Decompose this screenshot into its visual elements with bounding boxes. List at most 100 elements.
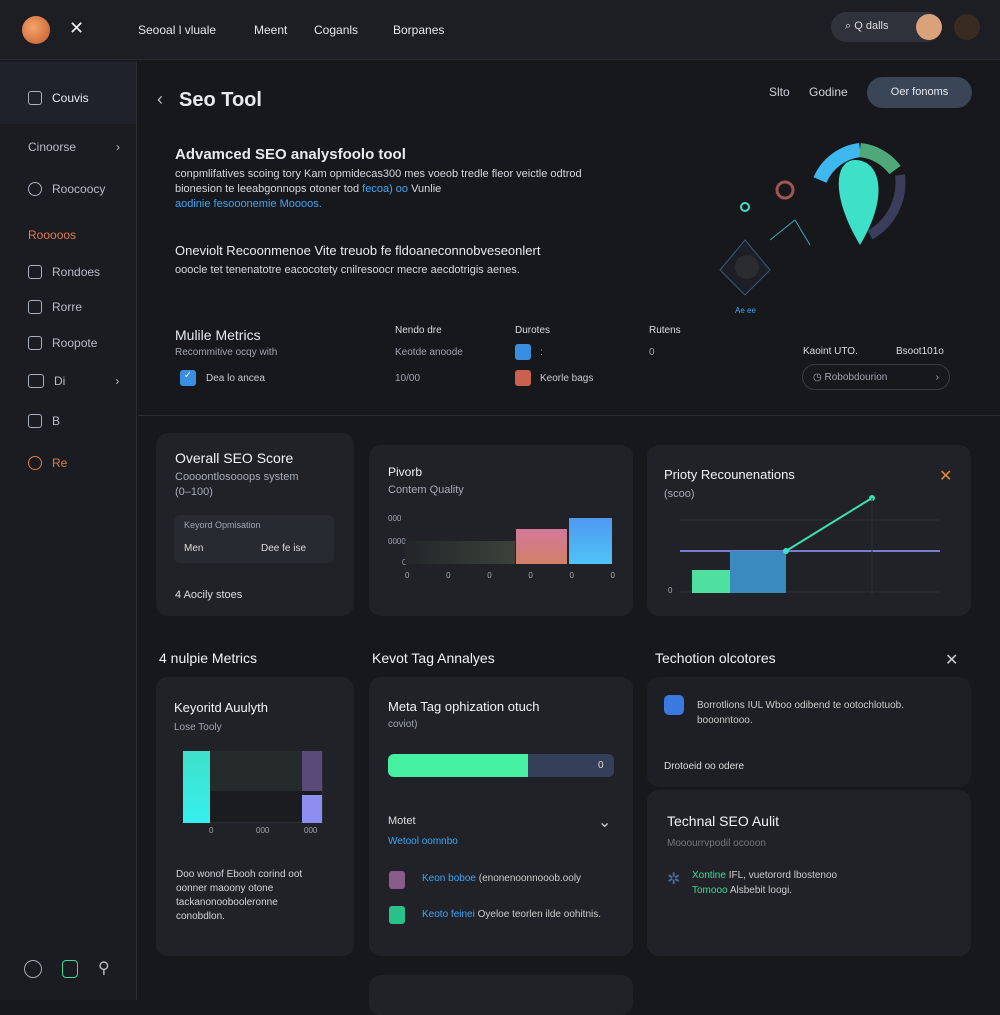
sidebar-item-roocoocy[interactable]: Roocoocy — [28, 182, 105, 196]
doc-icon — [28, 414, 42, 428]
close-icon[interactable]: ✕ — [945, 652, 959, 669]
inner-left: Men — [184, 543, 204, 554]
metric-label: Bsoot101o — [896, 346, 944, 357]
nav-item[interactable]: Seooal l vluale — [138, 23, 217, 37]
nav-item[interactable]: Meent — [254, 23, 288, 37]
tech-text: Borrotlions IUL Wboo odibend te ootochlo… — [697, 700, 904, 726]
sidebar-item-rorre[interactable]: Rorre — [28, 300, 82, 314]
bar — [210, 751, 302, 791]
header-link[interactable]: Godine — [809, 85, 848, 99]
card-subtitle: (scoo) — [664, 488, 695, 500]
chevron-right-icon: › — [116, 140, 121, 154]
bar — [302, 795, 322, 823]
chevron-right-icon: › — [115, 374, 120, 388]
hero-body: conpmlifatives scoing tory Kam opmidecas… — [175, 168, 582, 210]
cta-button[interactable]: Oer fonoms — [867, 77, 972, 108]
card-subtitle: Lose Tooly — [174, 722, 222, 733]
progress-label: 0 — [598, 760, 604, 771]
card-title: Pivorb — [388, 465, 423, 479]
audit-link[interactable]: Xontine — [692, 870, 726, 881]
label: Roopote — [52, 336, 98, 350]
item-link[interactable]: Keon boboe — [422, 873, 476, 884]
help-icon[interactable] — [24, 960, 42, 978]
lock-icon — [28, 91, 42, 105]
check-label: Dea lo ancea — [206, 373, 265, 384]
sidebar-item-couvis[interactable]: Couvis — [28, 91, 89, 105]
sidebar — [0, 61, 137, 1000]
user-icon[interactable]: ⚲ — [98, 960, 110, 977]
meta-tag-card — [369, 677, 633, 956]
x-tick: 000 — [304, 826, 318, 835]
score-range: (0–100) — [175, 486, 213, 498]
back-icon[interactable]: ‹ — [157, 89, 163, 109]
sidebar-item-roopote[interactable]: Roopote — [28, 336, 97, 350]
shield-icon[interactable] — [62, 960, 78, 978]
inner-panel — [174, 515, 334, 563]
cell: Keotde anoode — [395, 347, 463, 358]
sidebar-item-re[interactable]: Re — [28, 456, 67, 470]
chat-icon — [28, 456, 42, 470]
tag-icon — [389, 906, 405, 924]
section-link[interactable]: Wetool oomnbo — [388, 836, 458, 847]
card-title: Keyoritd Auulyth — [174, 700, 268, 715]
clock-icon — [28, 182, 42, 196]
nav-item[interactable]: Coganls — [314, 23, 359, 37]
card-title: Technal SEO Aulit — [667, 813, 780, 829]
checkbox[interactable]: ✓ — [180, 370, 196, 386]
select-dropdown[interactable]: ◷ Robobdourion › — [802, 364, 950, 390]
avatar[interactable] — [916, 14, 942, 40]
card-title: Overall SEO Score — [175, 450, 294, 466]
section-label: 4 nulpie Metrics — [159, 650, 258, 666]
item-link[interactable]: Keoto feinei — [422, 909, 475, 920]
y-tick: 0 — [668, 586, 673, 595]
gear-icon: ✲ — [667, 871, 681, 888]
header-link[interactable]: Slto — [769, 85, 790, 99]
bar — [405, 541, 515, 564]
inner-right: Dee fe ise — [261, 543, 307, 554]
divider — [138, 415, 1000, 416]
tech-link[interactable]: Drotoeid oo odere — [664, 761, 745, 772]
avatar[interactable] — [954, 14, 980, 40]
chevron-down-icon[interactable]: ⌄ — [598, 814, 612, 831]
sidebar-active-bg — [0, 62, 136, 124]
sidebar-item-rondoes[interactable]: Rondoes — [28, 265, 100, 279]
label: Roocoocy — [52, 182, 106, 196]
card-subtitle: Coooontlosooops system — [175, 471, 299, 483]
audit-link[interactable]: Tomooo — [692, 885, 728, 896]
label: Rooooos — [28, 228, 77, 242]
bar — [569, 518, 612, 564]
sidebar-item-cinoorse[interactable]: Cinoorse › — [28, 140, 120, 154]
inner-title: Keyord Opmisation — [184, 520, 261, 530]
metric-label: Kaoint UTO. — [803, 346, 858, 357]
cell: : — [540, 347, 543, 358]
sidebar-item-di[interactable]: Di › — [28, 374, 119, 388]
hero-heading-2: Oneviolt Recoonmenoe Vite treuob fe fldo… — [175, 243, 541, 258]
label: Rondoes — [52, 265, 101, 279]
cell: 0 — [649, 347, 655, 358]
hero-link[interactable]: aodinie fesooonemie Moooos. — [175, 198, 322, 210]
nav-item[interactable]: Borpanes — [393, 23, 445, 37]
hero-body-2: ooocle tet tenenatotre eacocotety cnilre… — [175, 264, 520, 276]
label: Re — [52, 456, 68, 470]
info-icon — [664, 695, 684, 715]
progress-fill — [388, 754, 529, 777]
priority-chart — [680, 495, 940, 595]
section-label: Kevot Tag Annalyes — [372, 650, 495, 666]
pin-icon[interactable]: ✕ — [939, 468, 953, 485]
sidebar-item-b[interactable]: B — [28, 414, 60, 428]
tag-icon — [389, 871, 405, 889]
close-icon[interactable]: ✕ — [69, 18, 85, 38]
bar — [183, 751, 210, 823]
label: Di — [54, 374, 66, 388]
sidebar-section-label: Rooooos — [28, 228, 76, 242]
metrics-subtitle: Recommitive ocqy with — [175, 347, 278, 358]
y-tick: 000 — [388, 514, 402, 523]
card-footer: 4 Aocily stoes — [175, 589, 243, 601]
folder-icon — [28, 265, 42, 279]
hero-link[interactable]: fecoa) oo — [362, 183, 409, 195]
card-body: Doo wonof Ebooh corind oot oonner maoony… — [176, 869, 303, 922]
section-title: Motet — [388, 815, 416, 827]
card-title: Meta Tag ophization otuch — [388, 699, 540, 714]
card-icon — [28, 374, 44, 388]
